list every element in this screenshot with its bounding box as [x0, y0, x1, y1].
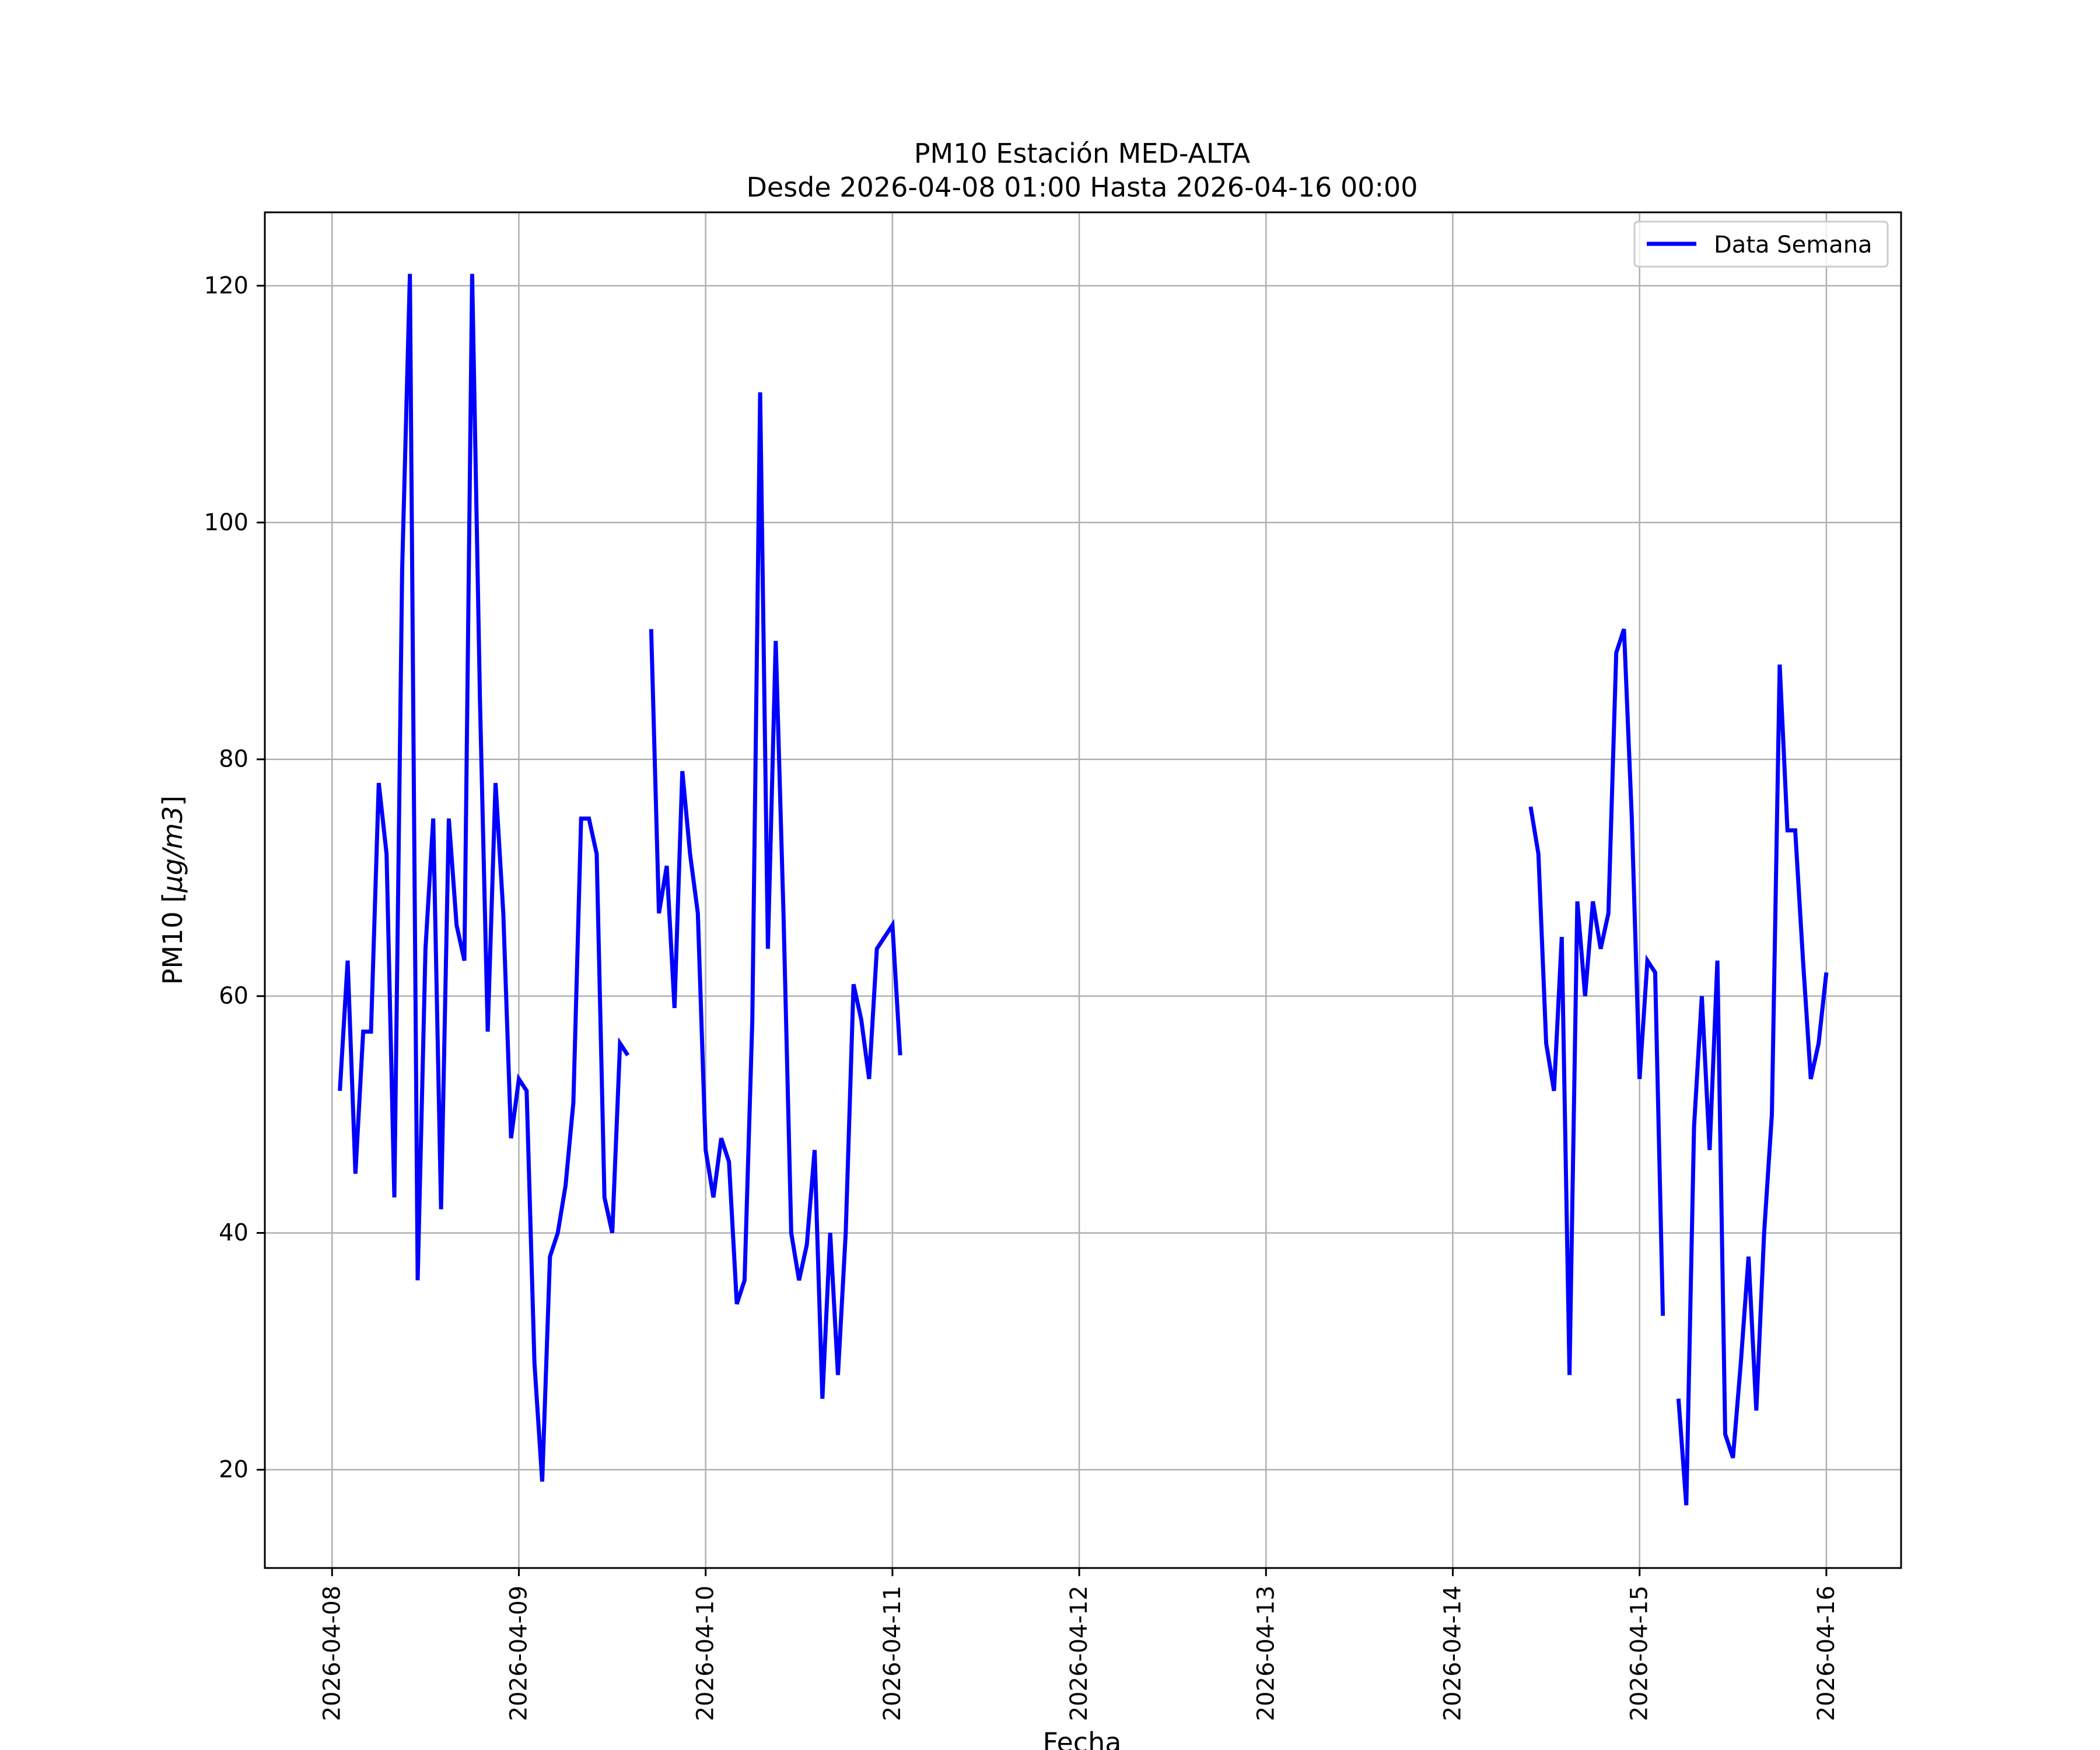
series-line-data-semana-segment-4	[1676, 664, 1829, 1506]
y-tick-label: 80	[219, 746, 249, 773]
x-tick-label: 2026-04-10	[692, 1586, 719, 1721]
y-tick-label: 120	[204, 272, 249, 299]
x-tick-label: 2026-04-09	[505, 1586, 532, 1721]
y-tick-label: 20	[219, 1457, 249, 1483]
x-axis-label: Fecha	[1043, 1727, 1122, 1750]
x-tick-label: 2026-04-08	[318, 1586, 345, 1721]
y-tick-label: 40	[219, 1220, 249, 1247]
y-axis-ticks: 20 40 60 80 100 120	[204, 272, 265, 1483]
y-axis-label-unit: μg/m3	[157, 806, 188, 893]
x-tick-label: 2026-04-15	[1626, 1586, 1653, 1721]
series-lines	[338, 274, 1829, 1506]
legend: Data Semana	[1633, 220, 1889, 268]
legend-label-data-semana: Data Semana	[1714, 232, 1873, 258]
y-axis-label-suffix: ]	[157, 796, 188, 806]
plot-area-frame	[264, 211, 1902, 1569]
series-line-data-semana-segment-2	[649, 392, 902, 1399]
y-tick-label: 100	[204, 509, 249, 536]
chart-title: PM10 Estación MED-ALTA	[914, 138, 1251, 169]
y-axis-label: PM10 [μg/m3]	[157, 796, 188, 985]
x-tick-label: 2026-04-13	[1252, 1586, 1279, 1721]
y-tick-label: 60	[219, 983, 249, 1010]
chart-subtitle: Desde 2026-04-08 01:00 Hasta 2026-04-16 …	[746, 172, 1418, 203]
y-axis-label-prefix: PM10 [	[157, 892, 188, 985]
series-line-data-semana-segment-1	[338, 274, 630, 1482]
x-tick-label: 2026-04-12	[1066, 1586, 1093, 1721]
x-tick-label: 2026-04-16	[1813, 1586, 1840, 1721]
x-axis-ticks: 2026-04-08 2026-04-09 2026-04-10 2026-04-11…	[318, 1568, 1840, 1721]
x-tick-label: 2026-04-14	[1440, 1586, 1466, 1721]
legend-box	[1633, 220, 1889, 268]
x-tick-label: 2026-04-11	[879, 1586, 906, 1721]
grid-lines	[265, 212, 1901, 1568]
series-line-data-semana-segment-3	[1528, 628, 1665, 1376]
